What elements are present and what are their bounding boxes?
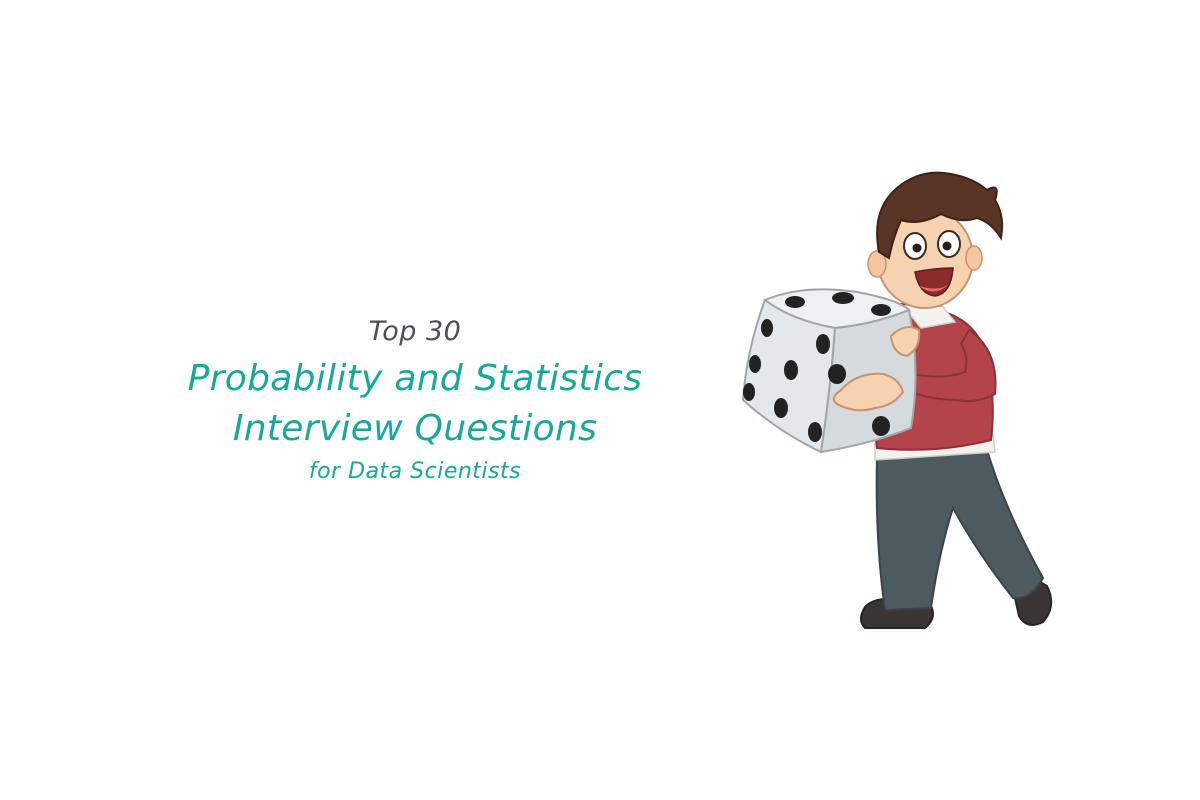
kicker-text: Top 30 [368,316,462,347]
die-icon [741,288,917,454]
headline-line-1: Probability and Statistics [187,358,643,399]
right-ear [965,245,983,271]
hair [876,171,1004,260]
headline-line-2: Interview Questions [232,408,598,449]
title-block: Top 30 Probability and Statistics Interv… [150,310,680,490]
right-arm [910,328,997,403]
left-hand [832,372,905,412]
subline-text: for Data Scientists [308,459,522,484]
right-hand [889,326,921,358]
pants [875,448,1045,612]
boy-holding-die-icon [741,171,1053,629]
left-ear [867,250,887,278]
